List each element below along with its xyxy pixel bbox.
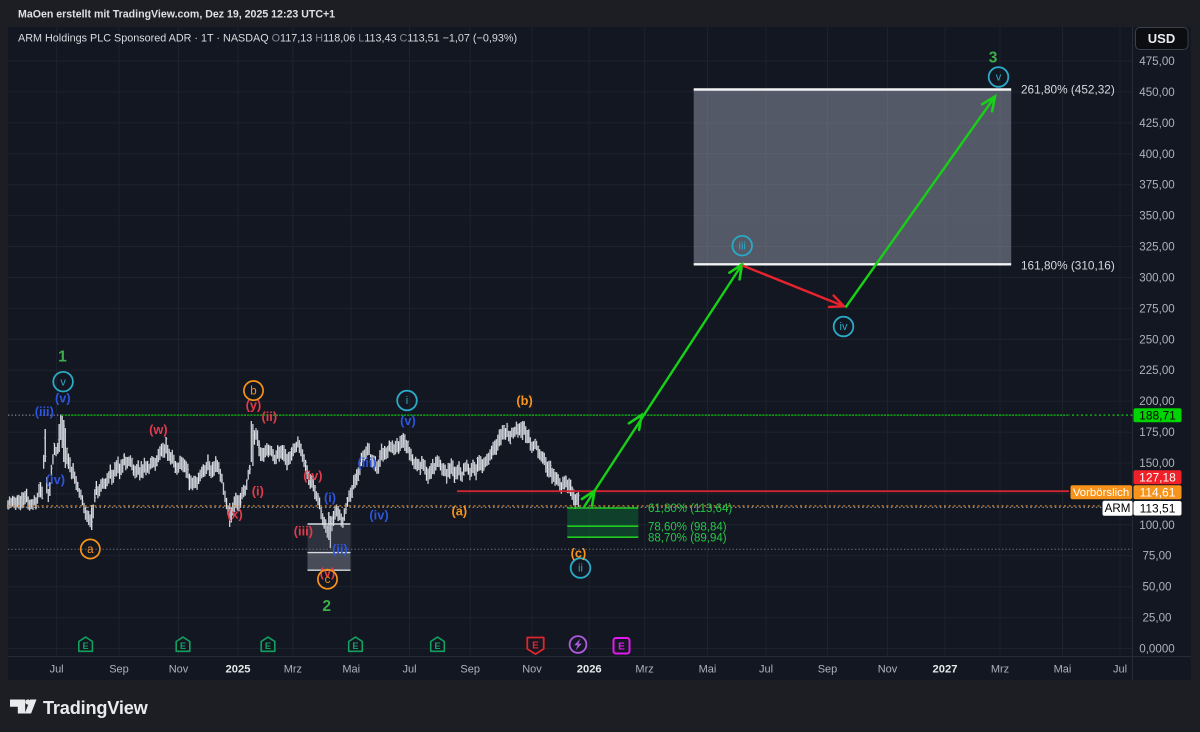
svg-text:150,00: 150,00 — [1139, 457, 1174, 470]
svg-text:ii: ii — [578, 563, 583, 575]
svg-text:88,70% (89,94): 88,70% (89,94) — [648, 533, 727, 545]
svg-text:275,00: 275,00 — [1139, 302, 1174, 315]
svg-text:78,60% (98,84): 78,60% (98,84) — [648, 522, 727, 534]
svg-text:114,61: 114,61 — [1140, 486, 1176, 500]
svg-text:Mrz: Mrz — [635, 664, 653, 676]
svg-text:b: b — [250, 385, 256, 397]
svg-text:ARM Holdings PLC Sponsored ADR: ARM Holdings PLC Sponsored ADR · 1T · NA… — [18, 33, 517, 45]
svg-text:Jul: Jul — [402, 664, 416, 676]
svg-text:(i): (i) — [252, 483, 264, 498]
svg-text:(v): (v) — [400, 413, 416, 428]
svg-text:113,51: 113,51 — [1140, 502, 1176, 516]
svg-text:i: i — [406, 395, 408, 407]
svg-text:(ii): (ii) — [261, 409, 277, 424]
svg-text:(iii): (iii) — [294, 524, 313, 539]
svg-text:(iv): (iv) — [303, 468, 322, 483]
svg-text:Mrz: Mrz — [284, 664, 302, 676]
svg-text:127,18: 127,18 — [1139, 471, 1176, 485]
svg-text:(x): (x) — [227, 507, 243, 522]
svg-text:(iv): (iv) — [46, 472, 65, 487]
svg-text:1: 1 — [58, 348, 67, 365]
svg-text:a: a — [87, 544, 94, 556]
svg-text:2025: 2025 — [226, 664, 251, 676]
svg-text:v: v — [60, 376, 66, 388]
svg-text:v: v — [996, 72, 1002, 84]
svg-text:E: E — [618, 642, 625, 653]
svg-text:50,00: 50,00 — [1142, 581, 1171, 594]
svg-text:(a): (a) — [451, 504, 467, 519]
svg-text:325,00: 325,00 — [1139, 241, 1174, 254]
svg-text:225,00: 225,00 — [1139, 364, 1174, 377]
svg-text:475,00: 475,00 — [1139, 55, 1174, 68]
svg-text:300,00: 300,00 — [1139, 271, 1174, 284]
svg-text:(v): (v) — [55, 391, 71, 406]
svg-text:350,00: 350,00 — [1139, 210, 1174, 223]
svg-text:Sep: Sep — [109, 664, 129, 676]
svg-text:188,71: 188,71 — [1139, 409, 1176, 423]
svg-text:iii: iii — [739, 240, 746, 252]
svg-text:Vorbörslich: Vorbörslich — [1073, 487, 1129, 499]
svg-text:425,00: 425,00 — [1139, 117, 1174, 130]
svg-text:(v): (v) — [320, 565, 336, 580]
svg-text:MaOen erstellt mit TradingView: MaOen erstellt mit TradingView.com, Dez … — [18, 9, 335, 21]
svg-text:2027: 2027 — [933, 664, 958, 676]
svg-text:2026: 2026 — [577, 664, 602, 676]
svg-text:200,00: 200,00 — [1139, 395, 1174, 408]
svg-text:Nov: Nov — [878, 664, 898, 676]
svg-text:(iii): (iii) — [35, 404, 54, 419]
svg-text:250,00: 250,00 — [1139, 333, 1174, 346]
svg-text:(iii): (iii) — [357, 455, 376, 470]
svg-text:Sep: Sep — [460, 664, 480, 676]
svg-text:Mai: Mai — [342, 664, 360, 676]
svg-text:USD: USD — [1148, 31, 1175, 46]
svg-text:2: 2 — [322, 598, 331, 615]
svg-text:400,00: 400,00 — [1139, 148, 1174, 161]
svg-text:E: E — [434, 641, 440, 651]
svg-text:Nov: Nov — [522, 664, 542, 676]
svg-text:c: c — [325, 574, 331, 586]
svg-text:100,00: 100,00 — [1139, 519, 1174, 532]
svg-text:E: E — [352, 641, 358, 651]
svg-text:Jul: Jul — [1113, 664, 1127, 676]
svg-text:ARM: ARM — [1105, 502, 1131, 515]
svg-text:0,0000: 0,0000 — [1139, 643, 1174, 656]
svg-text:iv: iv — [840, 321, 848, 333]
svg-text:E: E — [180, 641, 186, 651]
svg-text:Mai: Mai — [699, 664, 717, 676]
svg-text:Jul: Jul — [50, 664, 64, 676]
svg-text:E: E — [265, 641, 271, 651]
svg-text:Nov: Nov — [169, 664, 189, 676]
svg-text:Sep: Sep — [818, 664, 838, 676]
svg-text:Jul: Jul — [759, 664, 773, 676]
svg-text:Mrz: Mrz — [991, 664, 1009, 676]
svg-text:TradingView: TradingView — [43, 698, 149, 718]
svg-text:75,00: 75,00 — [1142, 550, 1171, 563]
svg-text:E: E — [532, 641, 539, 652]
svg-text:(w): (w) — [149, 422, 167, 437]
svg-text:450,00: 450,00 — [1139, 86, 1174, 99]
svg-text:(i): (i) — [324, 490, 336, 505]
svg-text:25,00: 25,00 — [1142, 612, 1171, 625]
svg-text:3: 3 — [989, 49, 998, 66]
svg-text:375,00: 375,00 — [1139, 179, 1174, 192]
svg-text:(y): (y) — [246, 397, 262, 412]
svg-text:175,00: 175,00 — [1139, 426, 1174, 439]
svg-text:(iv): (iv) — [369, 507, 388, 522]
svg-text:161,80% (310,16): 161,80% (310,16) — [1021, 259, 1115, 273]
svg-text:261,80% (452,32): 261,80% (452,32) — [1021, 83, 1115, 97]
svg-text:61,80% (113,64): 61,80% (113,64) — [648, 503, 732, 515]
svg-text:(b): (b) — [516, 393, 532, 408]
svg-text:E: E — [83, 641, 89, 651]
svg-text:(c): (c) — [571, 545, 587, 560]
svg-text:Mai: Mai — [1054, 664, 1072, 676]
svg-text:(ii): (ii) — [332, 541, 348, 556]
